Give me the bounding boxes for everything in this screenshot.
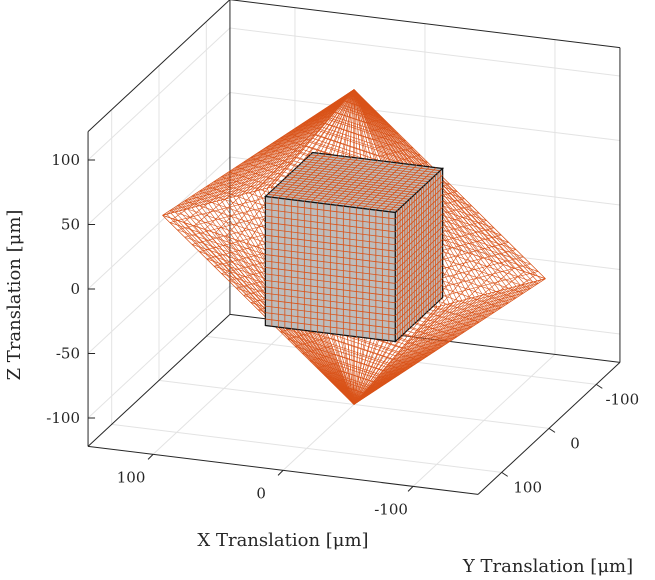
grid-line-x: [152, 322, 296, 455]
cube-grid-line: [265, 254, 396, 271]
cube-grid-line: [265, 247, 396, 265]
cube-grid-line: [293, 169, 424, 187]
mesh-line: [191, 171, 285, 197]
cube-grid-line: [288, 174, 420, 191]
x-tick: [277, 470, 284, 476]
grid-line-x: [412, 354, 556, 487]
y-tick: [501, 471, 508, 477]
cube-grid-line: [310, 154, 441, 172]
mesh-line: [174, 211, 355, 405]
mesh-line: [199, 167, 288, 192]
cube-grid-line: [349, 162, 398, 208]
y-tick: [596, 383, 603, 389]
cube-surface: [263, 151, 445, 343]
cube-grid-line: [395, 206, 443, 252]
mesh-line: [417, 307, 502, 330]
mesh-line: [184, 175, 281, 202]
cube-grid-line: [382, 166, 430, 212]
mesh-line: [414, 312, 495, 334]
x-tick: [147, 454, 154, 460]
cube-grid-line: [388, 167, 437, 212]
mesh-line: [177, 203, 278, 231]
cube-grid-line: [356, 163, 404, 208]
cube-grid-line: [265, 228, 396, 246]
mesh-line: [170, 212, 355, 405]
cube-grid-line: [395, 219, 443, 265]
mesh-line: [166, 214, 355, 405]
mesh-line: [162, 215, 355, 405]
cube-grid-line: [369, 165, 417, 210]
cube-grid-line: [307, 156, 438, 174]
x-tick-label: 100: [117, 468, 146, 486]
z-tick-label: 0: [70, 280, 80, 298]
cube-grid-line: [395, 194, 443, 239]
x-tick: [407, 486, 414, 492]
x-tick-label: -100: [374, 500, 408, 518]
mesh-line: [436, 278, 546, 308]
mesh-line: [353, 89, 538, 282]
tick-marks: [88, 159, 603, 492]
cube-grid-line: [395, 226, 443, 271]
cube-grid-line: [395, 187, 443, 233]
mesh-line: [433, 283, 539, 312]
mesh-line: [236, 149, 304, 168]
y-tick: [548, 427, 556, 433]
cube-grid-line: [362, 164, 411, 209]
cube-grid-line: [336, 161, 385, 206]
cube-grid-line: [395, 232, 443, 278]
cube-grid-line: [375, 165, 424, 211]
cube-grid-line: [296, 167, 427, 185]
mesh-line: [430, 263, 531, 291]
mesh-line: [228, 152, 301, 173]
cube-grid-line: [265, 221, 396, 239]
cube-grid-line: [265, 241, 396, 259]
cube-grid-line: [265, 234, 396, 252]
mesh-line: [169, 195, 275, 223]
cube-grid-line: [291, 171, 422, 189]
mesh-line: [404, 326, 472, 345]
mesh-line: [427, 292, 524, 319]
z-axis-label: Z Translation [μm]: [4, 210, 25, 381]
mesh-line: [213, 160, 294, 182]
axis-edge: [229, 0, 621, 49]
mesh-line: [430, 288, 531, 315]
mesh-line: [206, 164, 291, 187]
cube-grid-line: [265, 202, 396, 220]
cube-grid-line: [265, 215, 396, 233]
mesh-line: [162, 186, 272, 216]
x-tick-label: 0: [256, 484, 266, 502]
cube-grid-line: [300, 163, 431, 180]
cube-grid-line: [395, 200, 443, 246]
tick-labels: 100 50 0 -50 -100 100 0 -100 -100 0 100: [46, 151, 639, 518]
cube-grid-line: [395, 213, 443, 258]
y-axis-label: Y Translation [μm]: [462, 556, 633, 577]
z-tick-label: -100: [46, 409, 80, 427]
cube-grid-line: [303, 160, 434, 178]
y-tick-label: -100: [605, 390, 639, 408]
cube-grid-line: [395, 181, 443, 226]
y-tick-label: 0: [570, 434, 580, 452]
cube-grid-line: [343, 161, 391, 207]
mesh-line: [169, 182, 275, 211]
axis-edge: [87, 0, 231, 132]
mesh-line: [162, 89, 355, 216]
cube-grid-line: [395, 174, 443, 220]
z-tick-label: 100: [51, 151, 80, 169]
x-axis-label: X Translation [μm]: [197, 530, 368, 551]
mesh-line: [177, 179, 278, 206]
cube-grid-line: [265, 209, 396, 226]
mesh-line: [423, 297, 517, 323]
mesh-line: [433, 271, 539, 299]
cube-grid-line: [305, 158, 436, 176]
cube-grid-line: [265, 260, 396, 278]
axis-edge: [87, 314, 231, 447]
z-tick-label: 50: [61, 216, 80, 234]
mesh-line: [221, 156, 297, 177]
y-tick-label: 100: [513, 478, 542, 496]
cube-grid-line: [298, 165, 429, 183]
z-tick-label: -50: [56, 345, 80, 363]
